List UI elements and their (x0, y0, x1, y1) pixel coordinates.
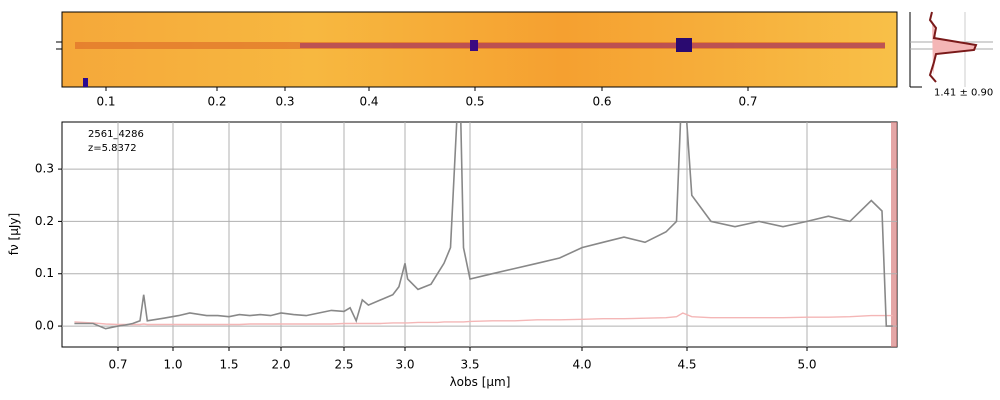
series-group (74, 122, 893, 330)
x-axis-label: λobs [μm] (450, 375, 511, 389)
x-tick-label: 3.0 (395, 358, 414, 372)
x-tick-label: 3.5 (460, 358, 479, 372)
y-tick-label: 0.0 (35, 319, 54, 333)
x-tick-label: 2.5 (334, 358, 353, 372)
x-tick-label: 5.0 (797, 358, 816, 372)
x-tick-label: 0.7 (108, 358, 127, 372)
edge-band (891, 122, 897, 347)
series-line (74, 312, 893, 326)
redshift-label: z=5.8372 (88, 143, 137, 154)
image-tick-label: 0.3 (275, 95, 294, 109)
image-tick-label: 0.1 (96, 95, 115, 109)
y-tick-label: 0.2 (35, 214, 54, 228)
image-tick-label: 0.6 (592, 95, 611, 109)
y-tick-label: 0.3 (35, 162, 54, 176)
x-tick-label: 4.0 (572, 358, 591, 372)
image-tick-label: 0.7 (738, 95, 757, 109)
image-tick-label: 0.2 (207, 95, 226, 109)
profile-panel: 1.41 ± 0.90 (909, 11, 993, 98)
x-tick-label: 2.0 (271, 358, 290, 372)
series-line (74, 122, 893, 330)
spectrum-image (56, 11, 898, 88)
y-axis-label: fν [μJy] (7, 213, 21, 255)
x-tick-label: 1.5 (219, 358, 238, 372)
x-tick-label: 4.5 (677, 358, 696, 372)
y-tick-label: 0.1 (35, 266, 54, 280)
image-tick-label: 0.4 (359, 95, 378, 109)
object-label: 2561_4286 (88, 129, 144, 140)
image-tick-label: 0.5 (465, 95, 484, 109)
x-tick-label: 1.0 (163, 358, 182, 372)
profile-label: 1.41 ± 0.90 (934, 87, 993, 98)
